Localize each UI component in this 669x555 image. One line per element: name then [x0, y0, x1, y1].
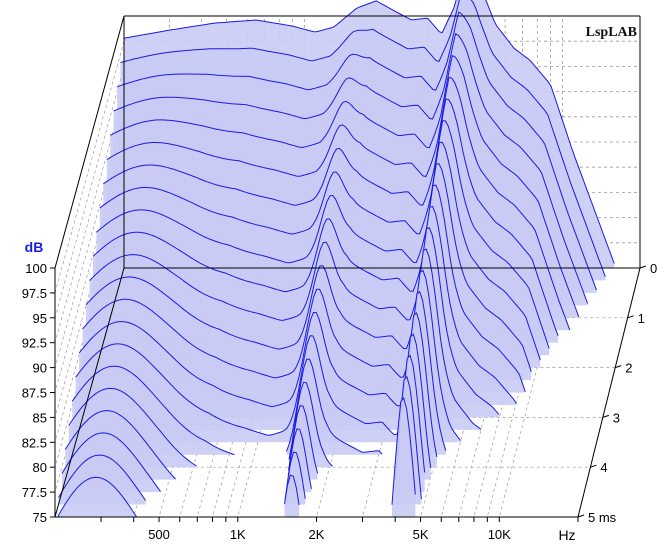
side-grid-line: [54, 66, 125, 318]
time-tick-mark: [639, 265, 647, 269]
slice-line: [106, 76, 571, 331]
slice-line: [64, 410, 176, 480]
y-tick-label: 95: [33, 311, 47, 326]
slice-line: [61, 432, 162, 492]
x-tick-label: 2K: [309, 527, 325, 542]
slice-line: [120, 0, 606, 277]
slice-line: [284, 451, 306, 502]
x-axis-label: Hz: [558, 527, 575, 543]
slice-line: [286, 358, 383, 455]
slice-fill: [392, 398, 416, 517]
y-tick-label: 80: [33, 460, 47, 475]
time-tick-mark: [615, 365, 622, 369]
slice-line: [116, 11, 597, 291]
y-tick-label: 100: [25, 261, 47, 276]
x-tick-label: 1K: [230, 527, 246, 542]
x-tick-label: 500: [148, 527, 170, 542]
time-tick-label: 3: [613, 410, 620, 425]
slice-line: [75, 269, 461, 441]
slice-line: [287, 428, 312, 489]
time-tick-label: 2: [625, 361, 632, 376]
slice-line: [99, 120, 550, 349]
time-tick-mark: [627, 315, 634, 319]
slice-line: [103, 98, 559, 336]
time-tick-mark: [577, 514, 585, 518]
slice-line: [288, 381, 333, 467]
y-tick-label: 92.5: [22, 336, 47, 351]
time-tick-label: 4: [600, 460, 607, 475]
x-tick-label: 10K: [488, 527, 511, 542]
slice-line: [391, 396, 416, 505]
slice-line: [58, 454, 147, 501]
slice-line: [288, 405, 319, 474]
slice-line: [57, 476, 137, 517]
slice-fill: [79, 249, 482, 430]
slice-line: [89, 184, 526, 393]
slice-line: [123, 0, 615, 264]
time-tick-label: 0: [650, 261, 657, 276]
slice-line: [284, 474, 300, 505]
y-tick-label: 90: [33, 361, 47, 376]
side-grid-line: [54, 41, 125, 293]
x-tick-label: 5K: [413, 527, 429, 542]
y-axis-label: dB: [25, 239, 44, 255]
y-tick-label: 77.5: [22, 485, 47, 500]
slice-line: [113, 33, 589, 304]
time-tick-label: 1: [638, 311, 645, 326]
y-tick-label: 85: [33, 410, 47, 425]
slice-fill: [75, 270, 461, 443]
slice-line: [85, 205, 517, 404]
slice-line: [109, 54, 580, 317]
side-grid-line: [54, 91, 125, 343]
decay-slices: [57, 0, 615, 517]
time-axis-tick-labels: 0 1 2 3 4 5 ms: [577, 261, 657, 525]
time-tick-label: 5 ms: [588, 510, 617, 525]
axis-line: [54, 267, 125, 518]
axis-line: [54, 15, 125, 269]
y-tick-label: 82.5: [22, 435, 47, 450]
x-axis-tick-labels: 500 1K 2K 5K 10K: [100, 517, 579, 542]
slice-line: [96, 141, 541, 361]
slice-line: [71, 365, 235, 456]
slice-fill: [57, 477, 137, 517]
brand-label: LspLAB: [586, 25, 637, 40]
y-axis-tick-labels: 100 97.5 95 92.5 90 87.5 85 82.5 80 77.5 75: [22, 261, 55, 525]
time-tick-mark: [590, 464, 597, 468]
slice-line: [82, 227, 500, 415]
y-tick-label: 97.5: [22, 286, 47, 301]
slice-line: [68, 387, 197, 467]
y-tick-label: 87.5: [22, 386, 47, 401]
y-tick-label: 75: [33, 510, 47, 525]
axis-line: [577, 267, 641, 518]
time-tick-mark: [602, 414, 609, 418]
